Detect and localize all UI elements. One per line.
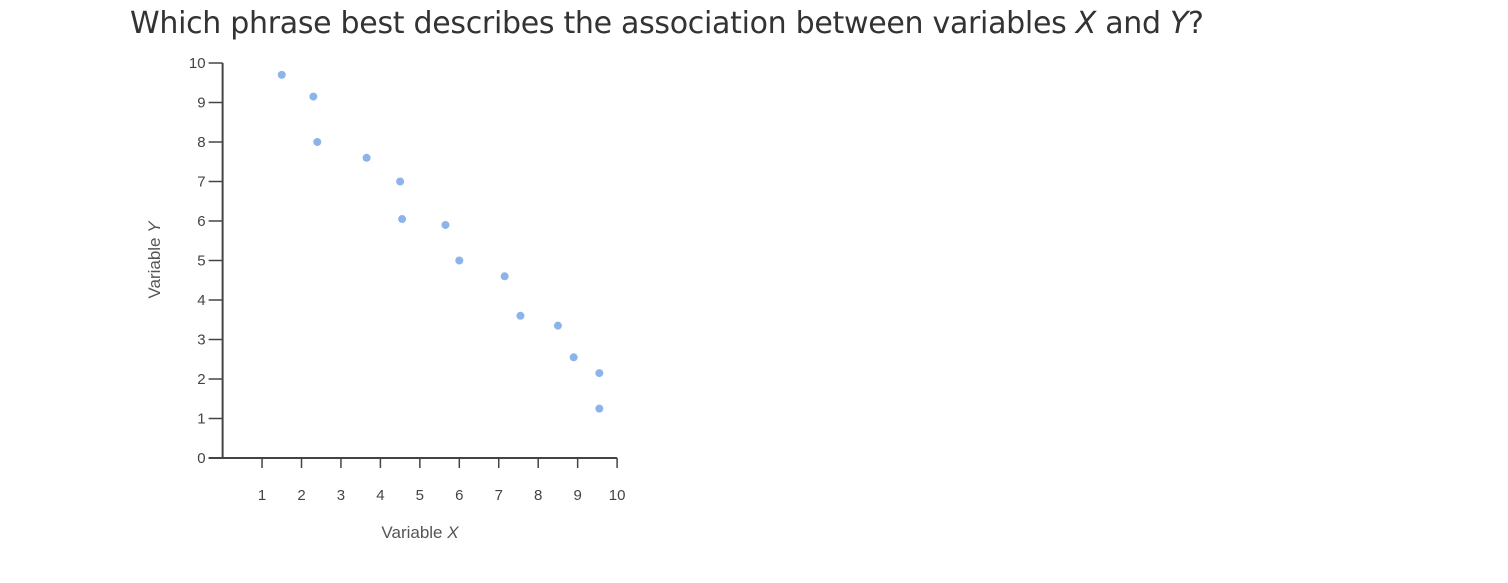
axes: 0 1 2 3 4 5 6 7 8 9 10 1 2 3 4 5 6 7 8 9 10 — [189, 55, 626, 504]
data-points — [277, 70, 604, 413]
y-tick-label: 10 — [189, 55, 206, 72]
data-point — [455, 256, 464, 265]
data-point — [277, 70, 286, 79]
x-tick-label: 8 — [534, 487, 542, 504]
x-tick-label: 4 — [376, 487, 384, 504]
x-tick-label: 6 — [455, 487, 463, 504]
y-tick-label: 5 — [197, 253, 205, 270]
y-tick-label: 4 — [197, 292, 205, 309]
y-tick-label: 1 — [197, 411, 205, 428]
data-point — [441, 220, 450, 229]
data-point — [396, 177, 405, 186]
data-point — [362, 153, 371, 162]
x-tick-label: 10 — [609, 487, 626, 504]
y-tick-label: 6 — [197, 213, 205, 230]
question-middle: and — [1095, 6, 1170, 41]
x-tick-label: 2 — [297, 487, 305, 504]
y-tick-label: 7 — [197, 174, 205, 191]
y-tick-label: 0 — [197, 450, 205, 467]
x-tick-label: 3 — [337, 487, 345, 504]
data-point — [553, 321, 562, 330]
x-tick-label: 7 — [495, 487, 503, 504]
x-axis-title: Variable X — [381, 523, 459, 542]
data-point — [595, 404, 604, 413]
data-point — [500, 272, 509, 281]
data-point — [313, 138, 322, 146]
question-prefix: Which phrase best describes the associat… — [130, 6, 1076, 41]
data-point — [309, 92, 318, 101]
y-tick-label: 2 — [197, 371, 205, 388]
question-text: Which phrase best describes the associat… — [130, 6, 1204, 41]
y-tick-label: 8 — [197, 134, 205, 151]
data-point — [569, 353, 578, 362]
question-suffix: ? — [1188, 6, 1204, 41]
y-tick-label: 3 — [197, 332, 205, 349]
y-axis-title: Variable Y — [145, 220, 164, 299]
y-tick-label: 9 — [197, 95, 205, 112]
x-tick-label: 1 — [258, 487, 266, 504]
x-tick-label: 9 — [573, 487, 581, 504]
data-point — [516, 311, 525, 320]
question-var-x: X — [1075, 6, 1097, 41]
data-point — [398, 215, 407, 224]
x-tick-label: 5 — [416, 487, 424, 504]
question-var-y: Y — [1169, 6, 1188, 41]
data-point — [595, 369, 604, 378]
